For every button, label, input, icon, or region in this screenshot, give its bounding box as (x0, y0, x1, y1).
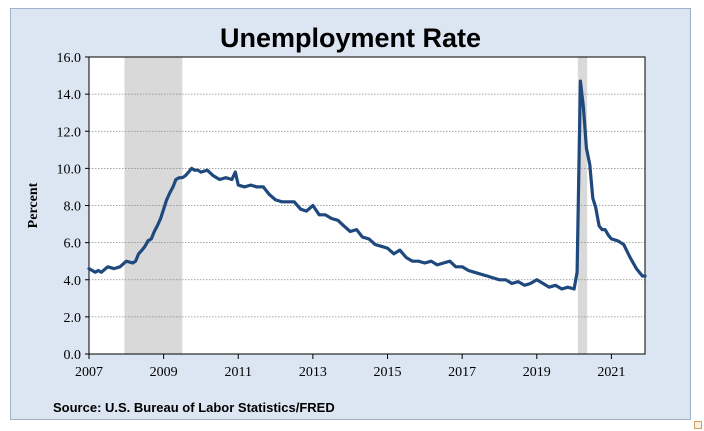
x-tick-label: 2021 (597, 365, 625, 380)
chart-title: Unemployment Rate (219, 23, 482, 53)
gridlines (89, 93, 645, 318)
resize-handle-icon[interactable] (694, 421, 702, 429)
x-axis: 2007 2009 2011 2013 2015 2017 2019 2021 (75, 354, 625, 380)
y-axis: 0.0 2.0 4.0 6.0 8.0 10.0 12.0 14.0 16.0 (57, 51, 89, 363)
y-tick-label: 6.0 (64, 237, 82, 252)
x-tick-label: 2013 (299, 365, 327, 380)
x-tick-label: 2017 (448, 365, 476, 380)
x-tick-label: 2007 (75, 365, 103, 380)
y-tick-label: 16.0 (57, 51, 82, 66)
x-tick-label: 2015 (374, 365, 402, 380)
y-tick-label: 2.0 (64, 311, 82, 326)
y-tick-label: 8.0 (64, 200, 82, 215)
y-tick-label: 12.0 (57, 125, 82, 140)
y-tick-label: 0.0 (64, 348, 82, 363)
chart-source: Source: U.S. Bureau of Labor Statistics/… (53, 400, 335, 415)
y-tick-label: 14.0 (57, 88, 82, 103)
x-tick-label: 2019 (523, 365, 551, 380)
x-tick-label: 2009 (150, 365, 178, 380)
y-axis-label: Percent (26, 182, 41, 228)
series-line (87, 79, 647, 291)
x-tick-label: 2011 (225, 365, 252, 380)
y-tick-label: 10.0 (57, 162, 82, 177)
y-tick-label: 4.0 (64, 274, 82, 289)
